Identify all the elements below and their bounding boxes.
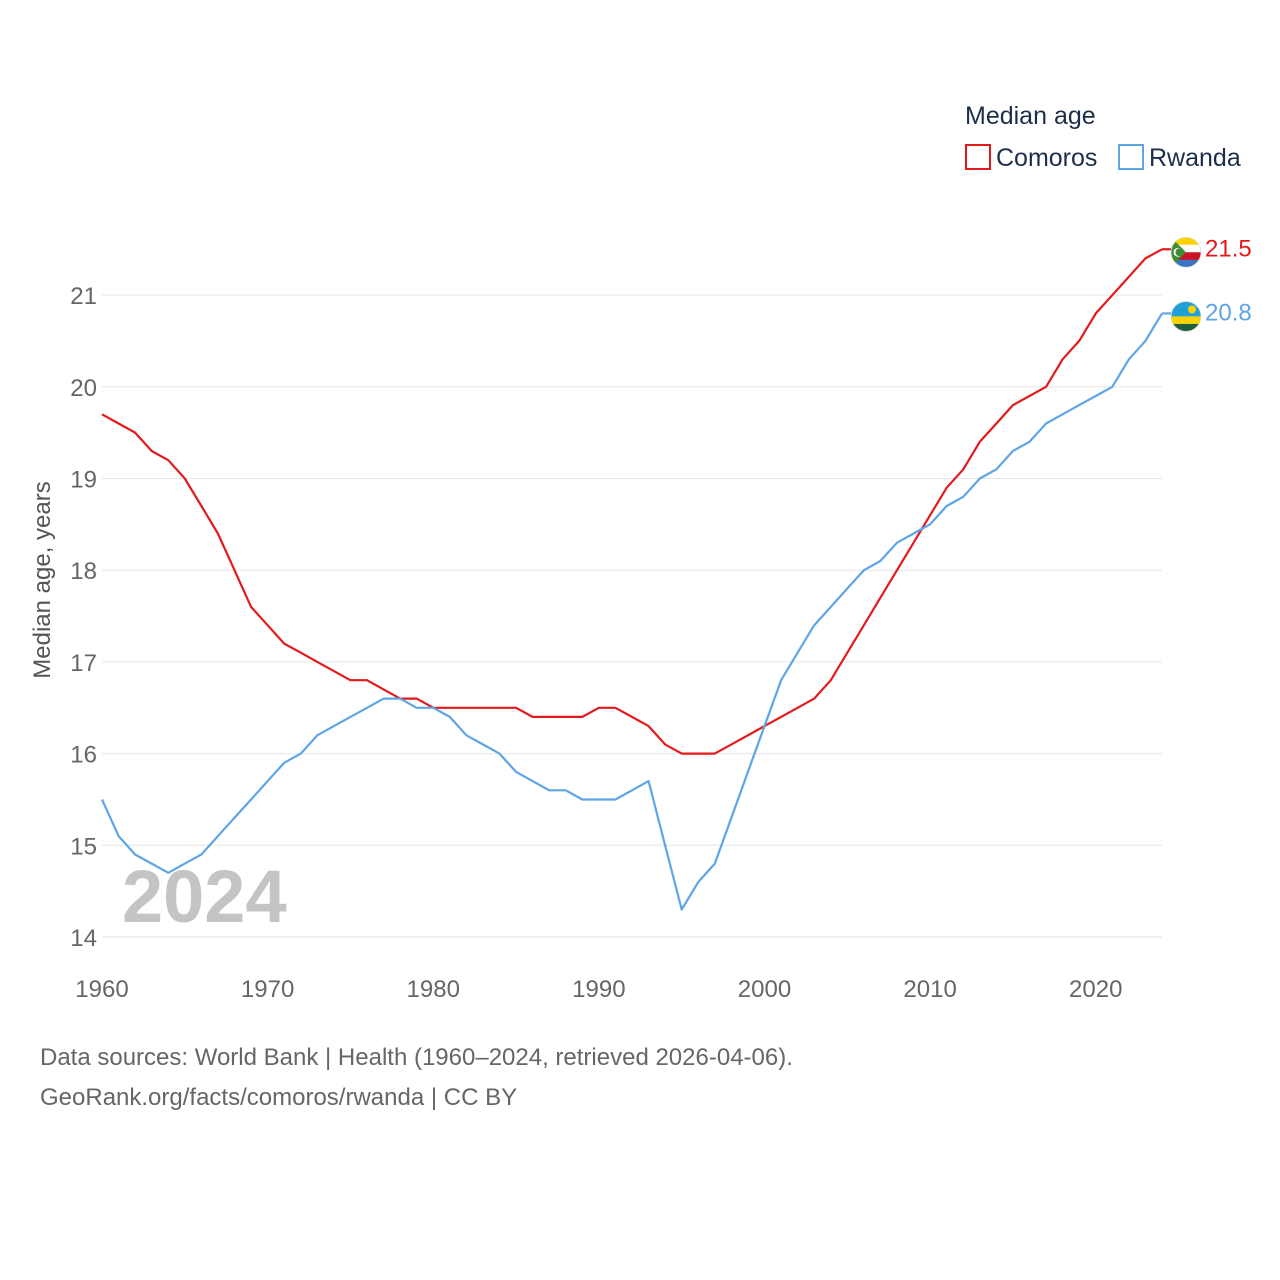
y-tick-label: 17	[70, 650, 97, 677]
credit-link[interactable]: GeoRank.org/facts/comoros/rwanda | CC BY	[40, 1084, 518, 1111]
x-tick-label: 1990	[572, 976, 625, 1003]
y-tick-label: 20	[70, 375, 97, 402]
y-tick-label: 14	[70, 925, 97, 952]
y-tick-label: 16	[70, 742, 97, 769]
year-watermark: 2024	[122, 855, 287, 938]
y-axis-title: Median age, years	[29, 481, 56, 678]
rwanda-flag-icon	[1170, 301, 1202, 332]
y-tick-label: 15	[70, 833, 97, 860]
comoros-flag-icon	[1170, 236, 1202, 268]
x-tick-label: 1960	[75, 976, 128, 1003]
legend-item-rwanda[interactable]: Rwanda	[1118, 144, 1241, 172]
x-axis-ticks: 1960 1970 1980 1990 2000 2010 2020	[75, 976, 1122, 1003]
data-sources-note: Data sources: World Bank | Health (1960–…	[40, 1044, 793, 1071]
legend-swatch-rwanda	[1118, 144, 1144, 170]
legend-swatch-comoros	[965, 144, 991, 170]
x-tick-label: 1980	[407, 976, 460, 1003]
x-tick-label: 2000	[738, 976, 791, 1003]
series-lines	[100, 248, 1163, 911]
x-tick-label: 2010	[903, 976, 956, 1003]
y-tick-label: 18	[70, 558, 97, 585]
legend-label-comoros: Comoros	[996, 144, 1097, 172]
x-tick-label: 1970	[241, 976, 294, 1003]
end-value-comoros: 21.5	[1205, 235, 1252, 262]
end-value-rwanda: 20.8	[1205, 299, 1252, 326]
y-tick-label: 19	[70, 467, 97, 494]
median-age-chart: 2024 14 15 16 17 18 19 20 21 1960 1970 1980 1990 20…	[29, 102, 1252, 1003]
series-line-rwanda	[100, 312, 1163, 911]
legend-title: Median age	[965, 102, 1096, 130]
grid	[102, 294, 1162, 938]
y-tick-label: 21	[70, 283, 97, 310]
legend-label-rwanda: Rwanda	[1149, 144, 1241, 172]
legend-item-comoros[interactable]: Comoros	[965, 144, 1097, 172]
x-tick-label: 2020	[1069, 976, 1122, 1003]
end-markers: 21.5 20.8	[1162, 235, 1252, 332]
y-axis-ticks: 14 15 16 17 18 19 20 21	[70, 283, 97, 952]
series-line-comoros	[101, 248, 1163, 755]
